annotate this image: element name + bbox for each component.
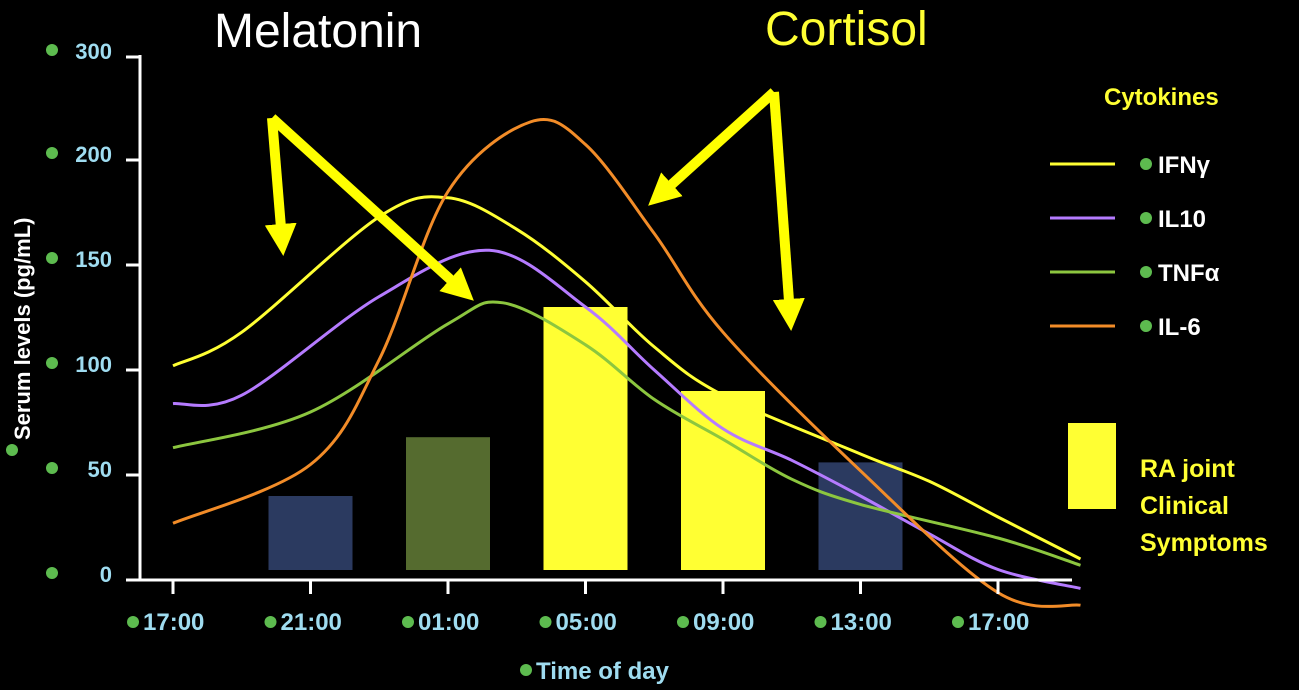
x-tick-label-5: 13:00 xyxy=(831,609,892,636)
x-tick-label-1: 21:00 xyxy=(281,609,342,636)
legend-title: Cytokines xyxy=(1104,84,1219,111)
x-tick-dot-3 xyxy=(539,616,552,628)
x-tick-dot-1 xyxy=(264,616,277,628)
bars-layer xyxy=(268,307,903,570)
ra-label-line-2: Symptoms xyxy=(1140,529,1268,557)
melatonin-arrow-1 xyxy=(264,117,297,256)
melatonin-arrow-2 xyxy=(268,114,474,301)
legend-label-IL-6: IL-6 xyxy=(1158,314,1201,341)
y-tick-label-300: 300 xyxy=(75,39,112,64)
x-axis-title: Time of day xyxy=(536,658,670,685)
ra-label-line-1: Clinical xyxy=(1140,492,1229,520)
x-tick-dot-6 xyxy=(952,616,964,628)
axes-layer: 0 50 100 150 200 300 17:00 21:00 01:00 05:00 09:00… xyxy=(6,39,1072,685)
x-tick-label-6: 17:00 xyxy=(968,609,1029,636)
x-axis-title-dot xyxy=(520,664,532,676)
y-tick-dot-150 xyxy=(46,252,58,264)
y-tick-dot-0 xyxy=(46,567,58,579)
legend-dot-TNFα xyxy=(1140,266,1152,278)
bar-13:00 xyxy=(818,462,903,570)
series-line-IFNγ xyxy=(172,195,1082,561)
y-tick-label-100: 100 xyxy=(75,352,112,377)
y-tick-dot-50 xyxy=(46,462,58,474)
x-tick-dot-0 xyxy=(127,616,139,628)
y-tick-dot-200 xyxy=(46,147,58,159)
cortisol-arrow-2 xyxy=(769,91,805,331)
y-tick-label-200: 200 xyxy=(75,142,112,167)
cortisol-arrow-1 xyxy=(648,88,778,206)
legend-label-IFNγ: IFNγ xyxy=(1158,152,1211,179)
bar-09:00 xyxy=(681,391,765,570)
y-tick-label-150: 150 xyxy=(75,247,112,272)
x-tick-label-4: 09:00 xyxy=(693,609,754,636)
legend-layer: Cytokines IFNγ IL10 TNFα IL-6 RA joint Clinica… xyxy=(1050,84,1268,557)
x-tick-label-2: 01:00 xyxy=(418,609,479,636)
legend-dot-IFNγ xyxy=(1140,158,1152,170)
bar-05:00 xyxy=(543,307,628,570)
y-axis-title-dot xyxy=(6,444,18,456)
legend-label-TNFα: TNFα xyxy=(1158,260,1220,287)
x-tick-dot-5 xyxy=(814,616,827,628)
legend-dot-IL10 xyxy=(1140,212,1152,224)
y-axis-title: Serum levels (pg/mL) xyxy=(10,217,35,440)
arrows-layer xyxy=(264,88,805,331)
x-tick-label-3: 05:00 xyxy=(556,609,617,636)
x-tick-label-0: 17:00 xyxy=(143,609,204,636)
ra-label-line-0: RA joint xyxy=(1140,455,1236,483)
y-tick-label-0: 0 xyxy=(100,562,112,587)
lines-layer xyxy=(172,117,1082,609)
bar-21:00 xyxy=(268,496,353,570)
melatonin-label: Melatonin xyxy=(214,5,423,58)
series-line-IL10 xyxy=(172,248,1081,590)
cortisol-label: Cortisol xyxy=(765,3,928,56)
series-line-IL-6 xyxy=(172,117,1081,609)
x-tick-dot-4 xyxy=(677,616,689,628)
legend-label-IL10: IL10 xyxy=(1158,206,1206,233)
ra-symptom-swatch xyxy=(1068,423,1116,509)
y-tick-dot-300 xyxy=(46,44,58,56)
bar-01:00 xyxy=(406,437,490,570)
legend-dot-IL-6 xyxy=(1140,320,1152,332)
y-tick-dot-100 xyxy=(46,357,58,369)
x-tick-dot-2 xyxy=(402,616,414,628)
y-tick-label-50: 50 xyxy=(88,457,112,482)
